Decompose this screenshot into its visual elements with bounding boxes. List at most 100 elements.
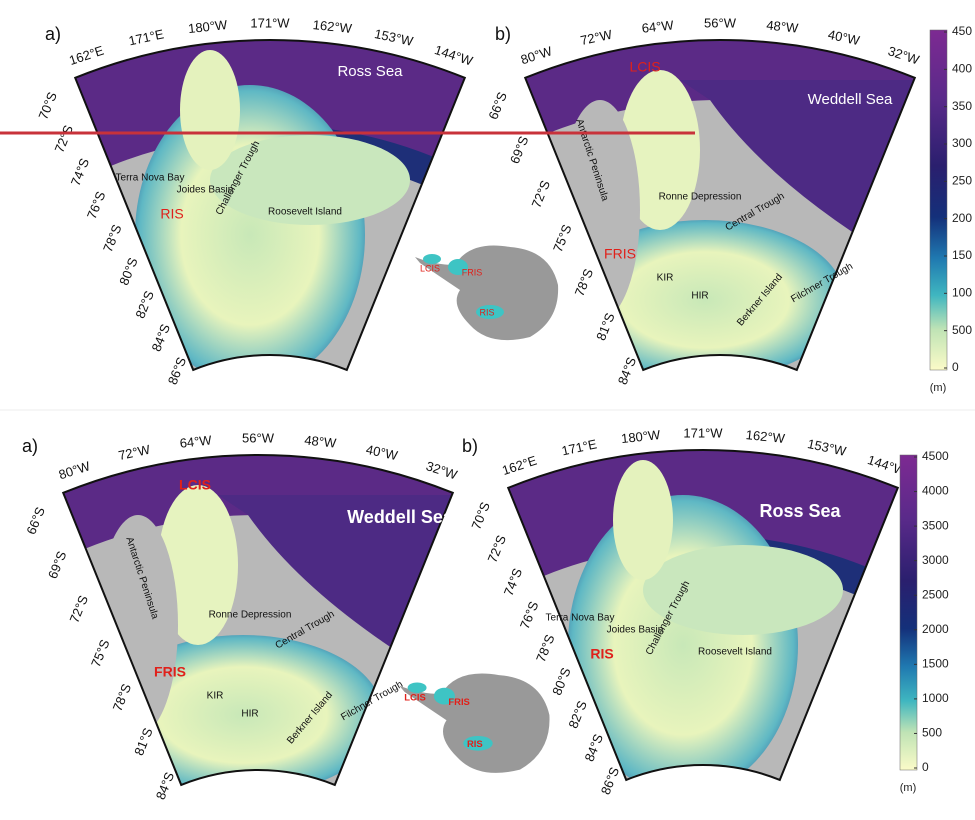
panel-frame <box>523 39 917 372</box>
place-name: Roosevelt Island <box>268 207 342 218</box>
ice-shelf <box>407 682 427 693</box>
place-name: RIS <box>590 646 613 662</box>
latitude-label: 72°S <box>66 593 91 625</box>
colorbar-label: 500 <box>952 323 972 337</box>
longitude-label: 64°W <box>179 432 213 450</box>
place-name: Ronne Depression <box>659 192 742 203</box>
place-name: LCIS <box>179 477 211 493</box>
colorbar-label: 4500 <box>922 449 949 463</box>
colorbar <box>929 29 948 371</box>
longitude-label: 180°W <box>187 17 228 36</box>
colorbar-label: 500 <box>922 726 942 740</box>
longitude-label: 56°W <box>242 430 275 445</box>
panel-label: b) <box>462 436 478 456</box>
latitude-label: 82°S <box>565 698 590 730</box>
latitude-label: 74°S <box>501 566 526 598</box>
longitude-label: 162°E <box>500 453 539 478</box>
latitude-label: 66°S <box>23 504 48 536</box>
shelf <box>613 460 673 580</box>
panel-label: b) <box>495 24 511 44</box>
longitude-label: 32°W <box>886 43 922 67</box>
colorbar-label: 1500 <box>922 657 949 671</box>
colorbar-label: 1000 <box>922 691 949 705</box>
colorbar <box>899 454 918 771</box>
latitude-label: 81°S <box>593 310 618 342</box>
longitude-label: 40°W <box>827 27 862 48</box>
latitude-label: 81°S <box>131 725 156 757</box>
ice-shelf <box>448 259 468 275</box>
latitude-label: 72°S <box>485 533 510 565</box>
latitude-label: 84°S <box>582 731 607 763</box>
colorbar-label: 450 <box>952 24 972 38</box>
longitude-label: 40°W <box>365 442 400 463</box>
latitude-label: 75°S <box>88 637 113 669</box>
colorbar-label: 400 <box>952 62 972 76</box>
colorbar-label: 0 <box>922 760 929 774</box>
place-name: Ross Sea <box>759 501 841 521</box>
place-name: KIR <box>657 273 674 284</box>
place-name: Roosevelt Island <box>698 647 772 658</box>
panel-frame <box>506 448 900 782</box>
panel-frame <box>61 453 455 787</box>
latitude-label: 86°S <box>165 355 190 387</box>
latitude-label: 78°S <box>533 632 558 664</box>
place-name: RIS <box>160 206 183 222</box>
longitude-label: 48°W <box>304 432 338 450</box>
latitude-label: 70°S <box>468 499 493 531</box>
map-panel: b) 80°W 72°W 64°W 56°W 48°W 40°W 32°W 66°S 69°S 72… <box>485 15 922 386</box>
longitude-label: 72°W <box>579 27 614 48</box>
colorbar-label: 4000 <box>922 484 949 498</box>
colorbar-label: 3000 <box>922 553 949 567</box>
longitude-label: 162°W <box>312 17 353 36</box>
place-name: Joides Basin <box>177 185 234 196</box>
colorbar-label: 150 <box>952 248 972 262</box>
panel-frame <box>73 39 467 372</box>
ice-shelf <box>423 254 441 264</box>
latitude-label: 84°S <box>149 321 174 353</box>
place-name: LCIS <box>629 59 660 75</box>
inset-map: LCIS FRIS RIS <box>415 245 559 341</box>
inset-label: LCIS <box>404 693 426 704</box>
place-name: HIR <box>691 291 708 302</box>
colorbar-label: 3500 <box>922 518 949 532</box>
latitude-label: 69°S <box>507 134 532 166</box>
place-name: Weddell Sea <box>347 507 454 527</box>
shelf <box>135 85 365 370</box>
longitude-label: 64°W <box>641 17 675 35</box>
longitude-label: 32°W <box>424 458 460 482</box>
colorbar-label: 100 <box>952 286 972 300</box>
place-name: HIR <box>241 709 258 720</box>
ice-shelf <box>433 687 455 705</box>
place-name: KIR <box>207 691 224 702</box>
latitude-label: 69°S <box>45 549 70 581</box>
place-name: Terra Nova Bay <box>546 613 615 624</box>
longitude-label: 162°E <box>67 43 106 68</box>
longitude-label: 56°W <box>704 15 737 30</box>
latitude-label: 72°S <box>528 178 553 210</box>
longitude-label: 171°W <box>250 15 290 30</box>
colorbar-label: 2500 <box>922 587 949 601</box>
shelf <box>643 545 843 635</box>
place-name: Weddell Sea <box>808 91 893 108</box>
latitude-label: 70°S <box>35 89 60 121</box>
longitude-label: 80°W <box>57 458 93 482</box>
longitude-label: 48°W <box>766 17 800 35</box>
latitude-label: 80°S <box>116 255 141 287</box>
longitude-label: 171°E <box>560 436 598 458</box>
colorbar-unit: (m) <box>900 782 917 794</box>
latitude-label: 78°S <box>100 222 125 254</box>
ice-shelf <box>463 736 493 751</box>
panel-label: a) <box>22 436 38 456</box>
latitude-label: 86°S <box>598 765 623 797</box>
inset-label: RIS <box>467 739 483 750</box>
place-name: Ronne Depression <box>209 610 292 621</box>
inset-map: LCIS FRIS RIS <box>399 673 550 773</box>
shelf <box>158 485 238 645</box>
latitude-label: 75°S <box>550 222 575 254</box>
colorbar-label: 0 <box>952 360 959 374</box>
colorbar-label: 200 <box>952 211 972 225</box>
colorbar-unit: (m) <box>930 382 947 394</box>
map-fill <box>508 449 898 780</box>
